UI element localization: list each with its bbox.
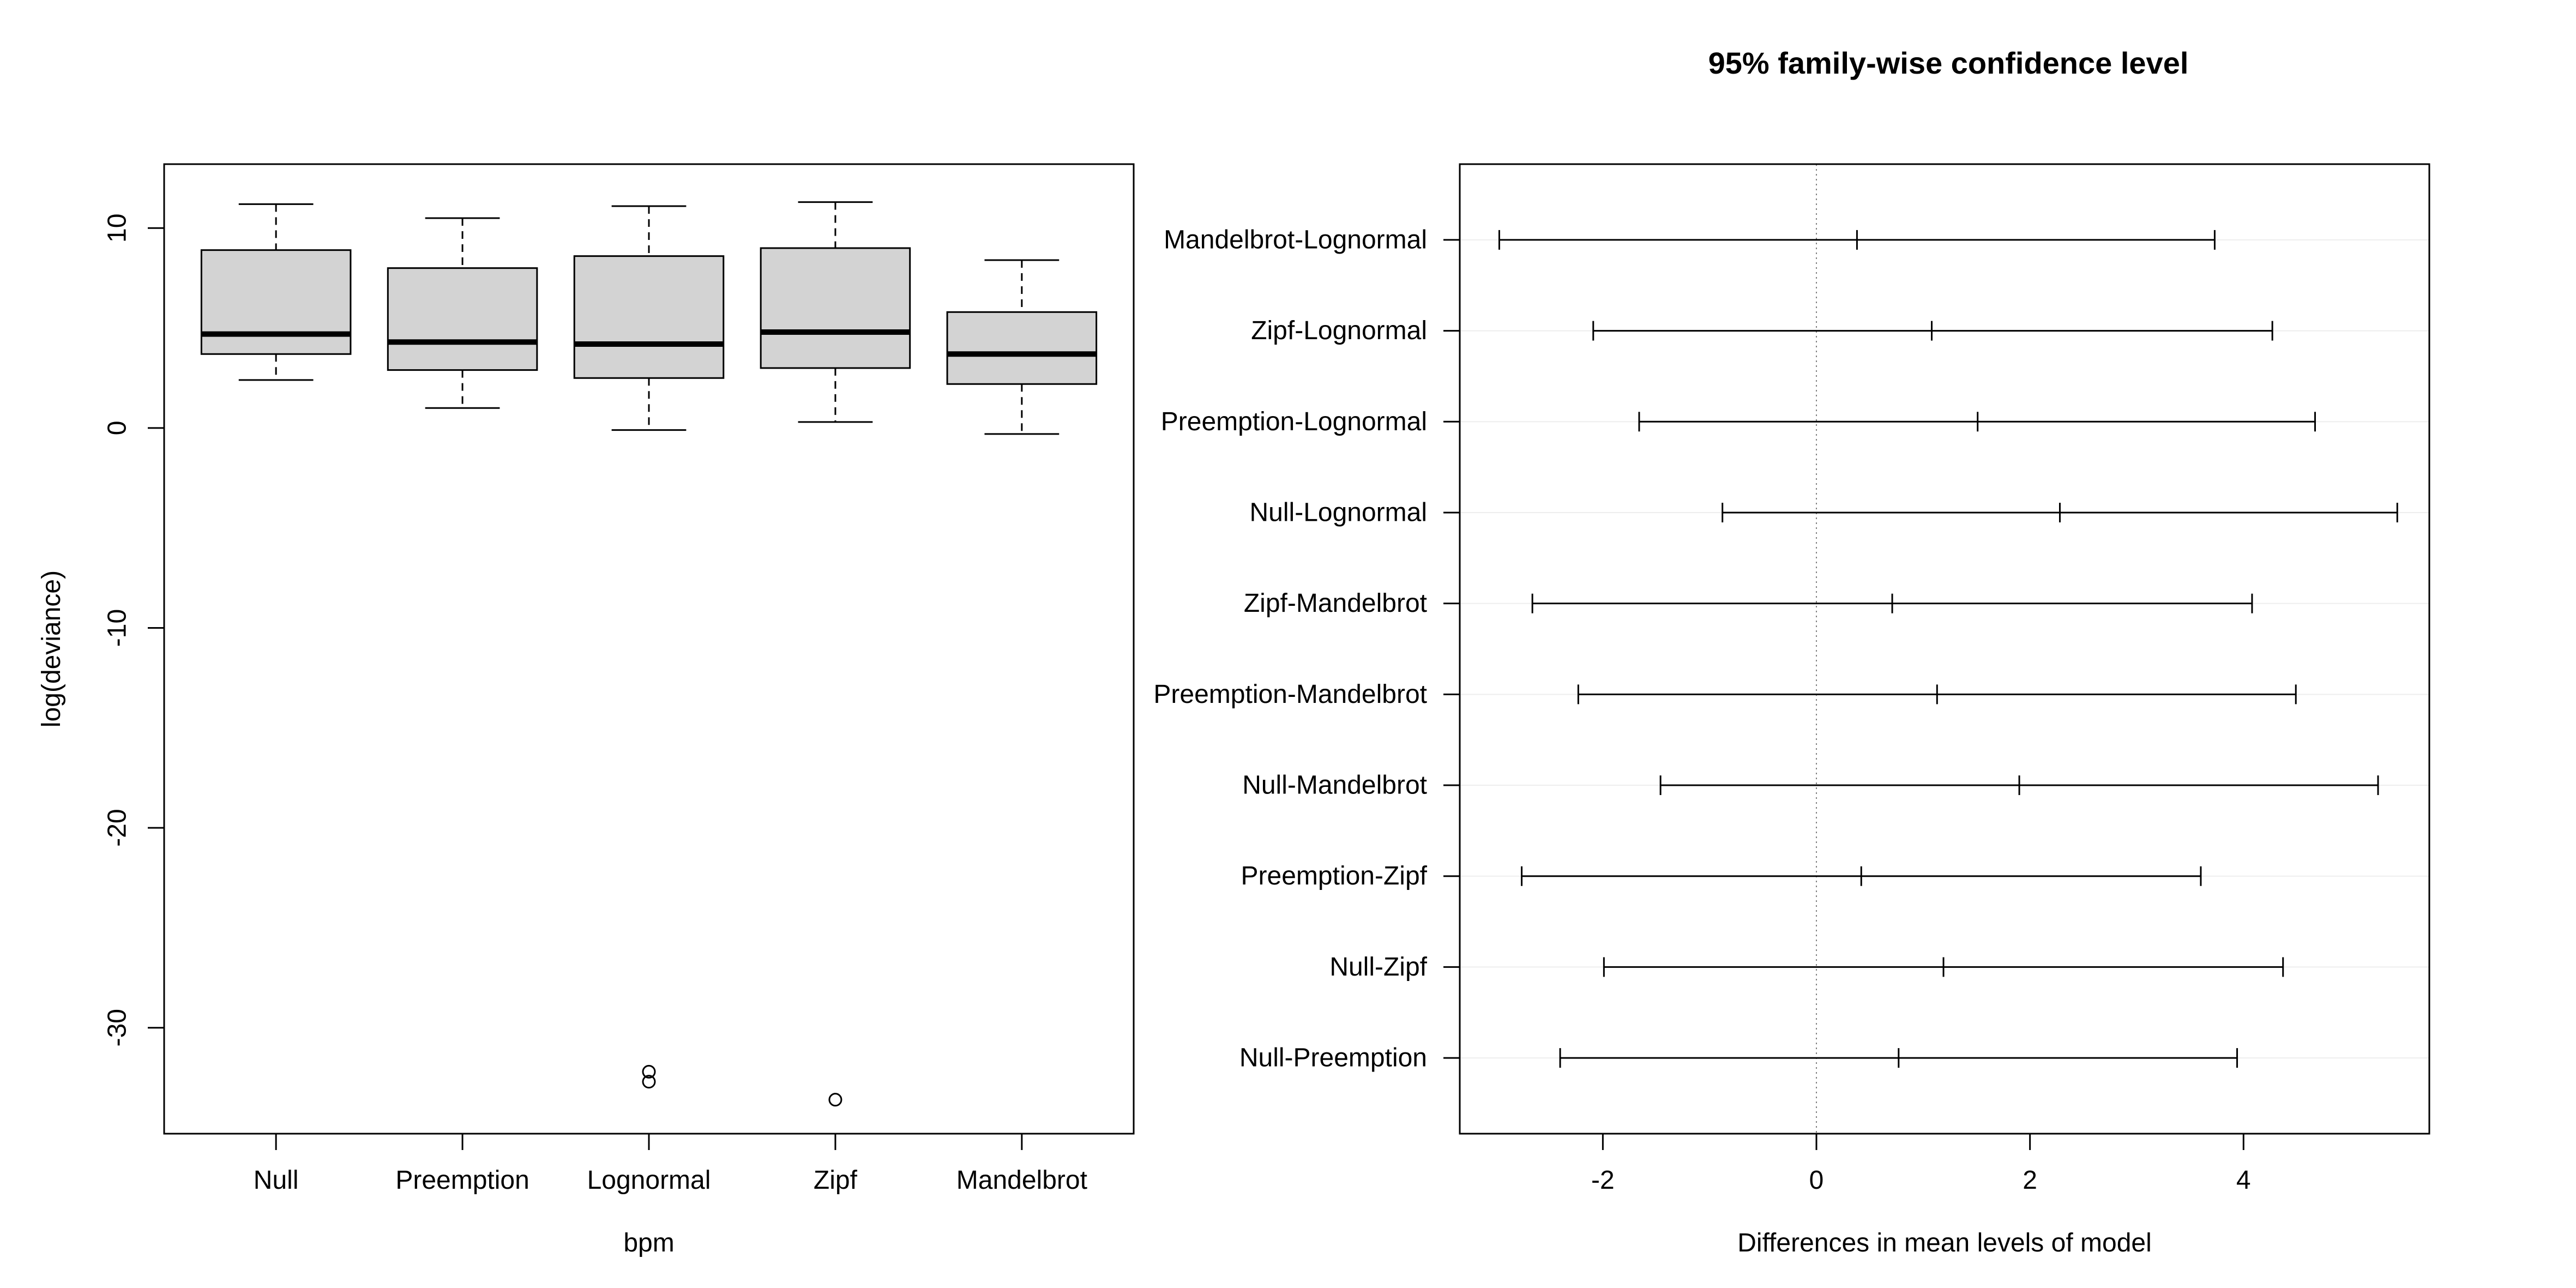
boxplot-x-tick-label-lognormal: Lognormal: [587, 1166, 711, 1195]
boxplot-y-tick-label: 10: [103, 214, 132, 243]
tukey-comparison-label-preemption-lognormal: Preemption-Lognormal: [1161, 407, 1427, 436]
boxplot-y-tick-label: -10: [103, 609, 132, 647]
tukey-x-axis-title: Differences in mean levels of model: [1737, 1229, 2152, 1257]
tukey-x-tick-label: 0: [1809, 1166, 1824, 1195]
boxplot-y-tick-label: -20: [103, 809, 132, 846]
tukey-comparison-label-zipf-lognormal: Zipf-Lognormal: [1251, 316, 1427, 345]
tukey-y-axis: Mandelbrot-Lognormal Zipf-Lognormal Preemp…: [1153, 225, 1460, 1073]
boxplot-y-tick-label: 0: [103, 421, 132, 436]
boxplot-y-axis-title: log(deviance): [37, 570, 66, 727]
boxplot-y-tick-label: -30: [103, 1009, 132, 1046]
box-iqr-null: [200, 249, 352, 355]
box-outlier-lognormal-1: [642, 1064, 656, 1079]
boxplot-boxes: [200, 201, 1098, 1107]
tukey-intervals: [1498, 230, 2398, 1068]
tukey-chart-title: 95% family-wise confidence level: [1708, 46, 2189, 80]
tukey-x-tick-label: 2: [2023, 1166, 2037, 1195]
tukey-comparison-label-null-preemption: Null-Preemption: [1239, 1044, 1427, 1073]
boxplot-y-axis: 10 0 -10 -20 -30: [103, 214, 164, 1046]
boxplot-x-axis: Null Preemption Lognormal Zipf Mandelbrot: [254, 1134, 1087, 1195]
boxplot-x-tick-label-mandelbrot: Mandelbrot: [956, 1166, 1087, 1195]
boxplot-panel: 10 0 -10 -20 -30 Null Preemption Lognormal Zipf…: [37, 163, 1135, 1257]
box-iqr-lognormal: [573, 255, 725, 379]
tukey-grid: [1460, 164, 2429, 1134]
tukey-comparison-label-null-zipf: Null-Zipf: [1329, 953, 1427, 982]
box-iqr-preemption: [387, 267, 538, 371]
tukey-comparison-label-preemption-mandelbrot: Preemption-Mandelbrot: [1153, 680, 1427, 709]
boxplot-x-axis-title: bpm: [623, 1229, 674, 1257]
tukey-comparison-label-mandelbrot-lognormal: Mandelbrot-Lognormal: [1164, 225, 1427, 254]
tukey-x-axis: -2 0 2 4: [1591, 1134, 2251, 1195]
boxplot-x-tick-label-null: Null: [254, 1166, 299, 1195]
tukey-comparison-label-null-lognormal: Null-Lognormal: [1250, 498, 1427, 527]
box-iqr-mandelbrot: [946, 311, 1098, 385]
tukey-plot-frame: [1459, 163, 2430, 1135]
tukey-comparison-label-zipf-mandelbrot: Zipf-Mandelbrot: [1244, 589, 1427, 618]
tukey-comparison-label-null-mandelbrot: Null-Mandelbrot: [1242, 771, 1427, 800]
tukey-x-tick-label: 4: [2236, 1166, 2251, 1195]
boxplot-x-tick-label-preemption: Preemption: [395, 1166, 529, 1195]
boxplot-x-tick-label-zipf: Zipf: [814, 1166, 858, 1195]
tukey-comparison-label-preemption-zipf: Preemption-Zipf: [1241, 862, 1428, 890]
tukey-interval-panel: 95% family-wise confidence level Mandelb…: [1153, 46, 2430, 1257]
box-outlier-zipf-1: [828, 1093, 842, 1107]
box-iqr-zipf: [760, 247, 911, 369]
box-outlier-lognormal-2: [642, 1075, 656, 1089]
tukey-x-tick-label: -2: [1591, 1166, 1615, 1195]
